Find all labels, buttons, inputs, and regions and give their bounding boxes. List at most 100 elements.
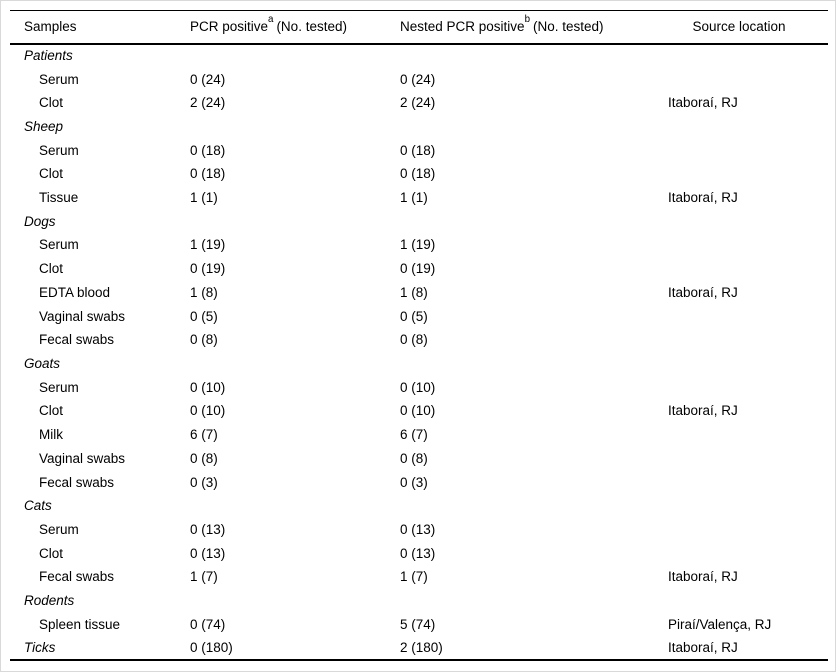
source-location-cell: Itaboraí, RJ (668, 95, 738, 111)
row-goats-milk: Milk 6 (7) 6 (7) (10, 423, 828, 447)
pcr-positive-cell (190, 209, 400, 233)
row-dogs-serum: Serum 1 (19) 1 (19) (10, 233, 828, 257)
footnote-marker-a: a (268, 14, 274, 26)
nested-pcr-positive-cell (400, 494, 650, 518)
row-dogs-edta-blood: EDTA blood 1 (8) 1 (8) Itaboraí, RJ (10, 281, 828, 305)
pcr-positive-cell: 0 (18) (190, 142, 226, 158)
sample-cell: Clot (39, 95, 64, 111)
source-location-cell (650, 470, 828, 494)
row-goats-fecal-swabs: Fecal swabs 0 (3) 0 (3) (10, 470, 828, 494)
row-cats-serum: Serum 0 (13) 0 (13) (10, 518, 828, 542)
row-goats-clot: Clot 0 (10) 0 (10) Itaboraí, RJ (10, 399, 828, 423)
row-rodents-spleen-tissue: Spleen tissue 0 (74) 5 (74) Piraí/Valenç… (10, 612, 828, 636)
source-location-cell (650, 162, 828, 186)
nested-pcr-positive-cell: 2 (180) (400, 640, 443, 656)
nested-pcr-positive-cell: 1 (7) (400, 569, 428, 585)
source-location-cell (650, 209, 828, 233)
row-group-sheep: Sheep (10, 115, 828, 139)
pcr-positive-cell: 1 (7) (190, 569, 218, 585)
row-dogs-clot: Clot 0 (19) 0 (19) (10, 257, 828, 281)
sample-cell: Ticks (24, 640, 56, 656)
col-header-pcr-positive: PCR positivea (No. tested) (190, 10, 400, 45)
sample-cell: Serum (39, 71, 79, 87)
source-location-cell: Piraí/Valença, RJ (668, 616, 772, 632)
source-location-cell (650, 589, 828, 613)
pcr-positive-cell (190, 352, 400, 376)
pcr-positive-cell: 0 (24) (190, 71, 226, 87)
nested-pcr-positive-cell: 6 (7) (400, 427, 428, 443)
sample-cell: Clot (39, 261, 64, 277)
col-header-samples: Samples (10, 10, 190, 45)
pcr-positive-cell: 0 (18) (190, 166, 226, 182)
source-location-cell (650, 115, 828, 139)
pcr-positive-cell: 1 (19) (190, 237, 226, 253)
nested-pcr-positive-cell: 2 (24) (400, 95, 436, 111)
sample-cell: Clot (39, 166, 64, 182)
pcr-positive-cell: 0 (13) (190, 545, 226, 561)
nested-pcr-positive-cell: 0 (8) (400, 332, 428, 348)
source-location-cell (650, 44, 828, 68)
source-location-cell (650, 257, 828, 281)
row-cats-fecal-swabs: Fecal swabs 1 (7) 1 (7) Itaboraí, RJ (10, 565, 828, 589)
pcr-positive-cell: 1 (1) (190, 190, 218, 206)
nested-pcr-positive-cell: 1 (8) (400, 284, 428, 300)
nested-pcr-positive-cell: 0 (10) (400, 379, 436, 395)
source-location-cell (650, 233, 828, 257)
pcr-positive-cell: 0 (180) (190, 640, 233, 656)
pcr-positive-cell: 0 (10) (190, 403, 226, 419)
nested-pcr-positive-cell: 1 (1) (400, 190, 428, 206)
source-location-cell (650, 446, 828, 470)
pcr-positive-cell: 0 (10) (190, 379, 226, 395)
sample-cell: Vaginal swabs (39, 450, 126, 466)
row-sheep-tissue: Tissue 1 (1) 1 (1) Itaboraí, RJ (10, 186, 828, 210)
nested-pcr-positive-cell: 0 (8) (400, 450, 428, 466)
sample-cell: Serum (39, 379, 79, 395)
nested-pcr-positive-cell: 0 (18) (400, 166, 436, 182)
pcr-positive-cell: 0 (74) (190, 616, 226, 632)
nested-pcr-positive-cell: 0 (13) (400, 521, 436, 537)
sample-cell: EDTA blood (39, 284, 111, 300)
sample-cell: Fecal swabs (39, 569, 115, 585)
nested-pcr-header-suffix: (No. tested) (532, 19, 604, 35)
sample-cell: Serum (39, 142, 79, 158)
nested-pcr-positive-cell: 1 (19) (400, 237, 436, 253)
source-location-cell: Itaboraí, RJ (668, 569, 738, 585)
pcr-header-suffix: (No. tested) (276, 19, 347, 35)
nested-pcr-positive-cell (400, 589, 650, 613)
nested-pcr-positive-cell (400, 115, 650, 139)
sample-cell: Fecal swabs (39, 332, 115, 348)
sample-cell: Rodents (24, 593, 75, 609)
nested-pcr-positive-cell (400, 209, 650, 233)
pcr-positive-cell (190, 44, 400, 68)
nested-pcr-positive-cell: 0 (10) (400, 403, 436, 419)
row-ticks: Ticks 0 (180) 2 (180) Itaboraí, RJ (10, 636, 828, 660)
source-location-cell: Itaboraí, RJ (668, 640, 738, 656)
sample-cell: Dogs (24, 213, 56, 229)
source-location-cell: Itaboraí, RJ (668, 284, 738, 300)
nested-pcr-positive-cell: 0 (19) (400, 261, 436, 277)
nested-pcr-positive-cell: 0 (18) (400, 142, 436, 158)
pcr-positive-cell: 0 (8) (190, 450, 218, 466)
pcr-positive-cell: 0 (5) (190, 308, 218, 324)
nested-pcr-positive-cell: 0 (5) (400, 308, 428, 324)
pcr-positive-cell: 0 (3) (190, 474, 218, 490)
pcr-positive-cell: 1 (8) (190, 284, 218, 300)
sample-cell: Vaginal swabs (39, 308, 126, 324)
nested-pcr-positive-cell: 0 (24) (400, 71, 436, 87)
sample-cell: Serum (39, 521, 79, 537)
sample-cell: Spleen tissue (39, 616, 121, 632)
source-location-cell (650, 304, 828, 328)
nested-pcr-header-text: Nested PCR positive (400, 19, 525, 35)
row-sheep-clot: Clot 0 (18) 0 (18) (10, 162, 828, 186)
row-group-patients: Patients (10, 44, 828, 68)
sample-cell: Cats (24, 498, 52, 514)
col-header-nested-pcr-positive: Nested PCR positiveb (No. tested) (400, 10, 650, 45)
pcr-positive-cell (190, 494, 400, 518)
row-cats-clot: Clot 0 (13) 0 (13) (10, 541, 828, 565)
sample-cell: Tissue (39, 190, 79, 206)
row-sheep-serum: Serum 0 (18) 0 (18) (10, 138, 828, 162)
nested-pcr-positive-cell: 5 (74) (400, 616, 436, 632)
row-group-cats: Cats (10, 494, 828, 518)
row-patients-serum: Serum 0 (24) 0 (24) (10, 67, 828, 91)
